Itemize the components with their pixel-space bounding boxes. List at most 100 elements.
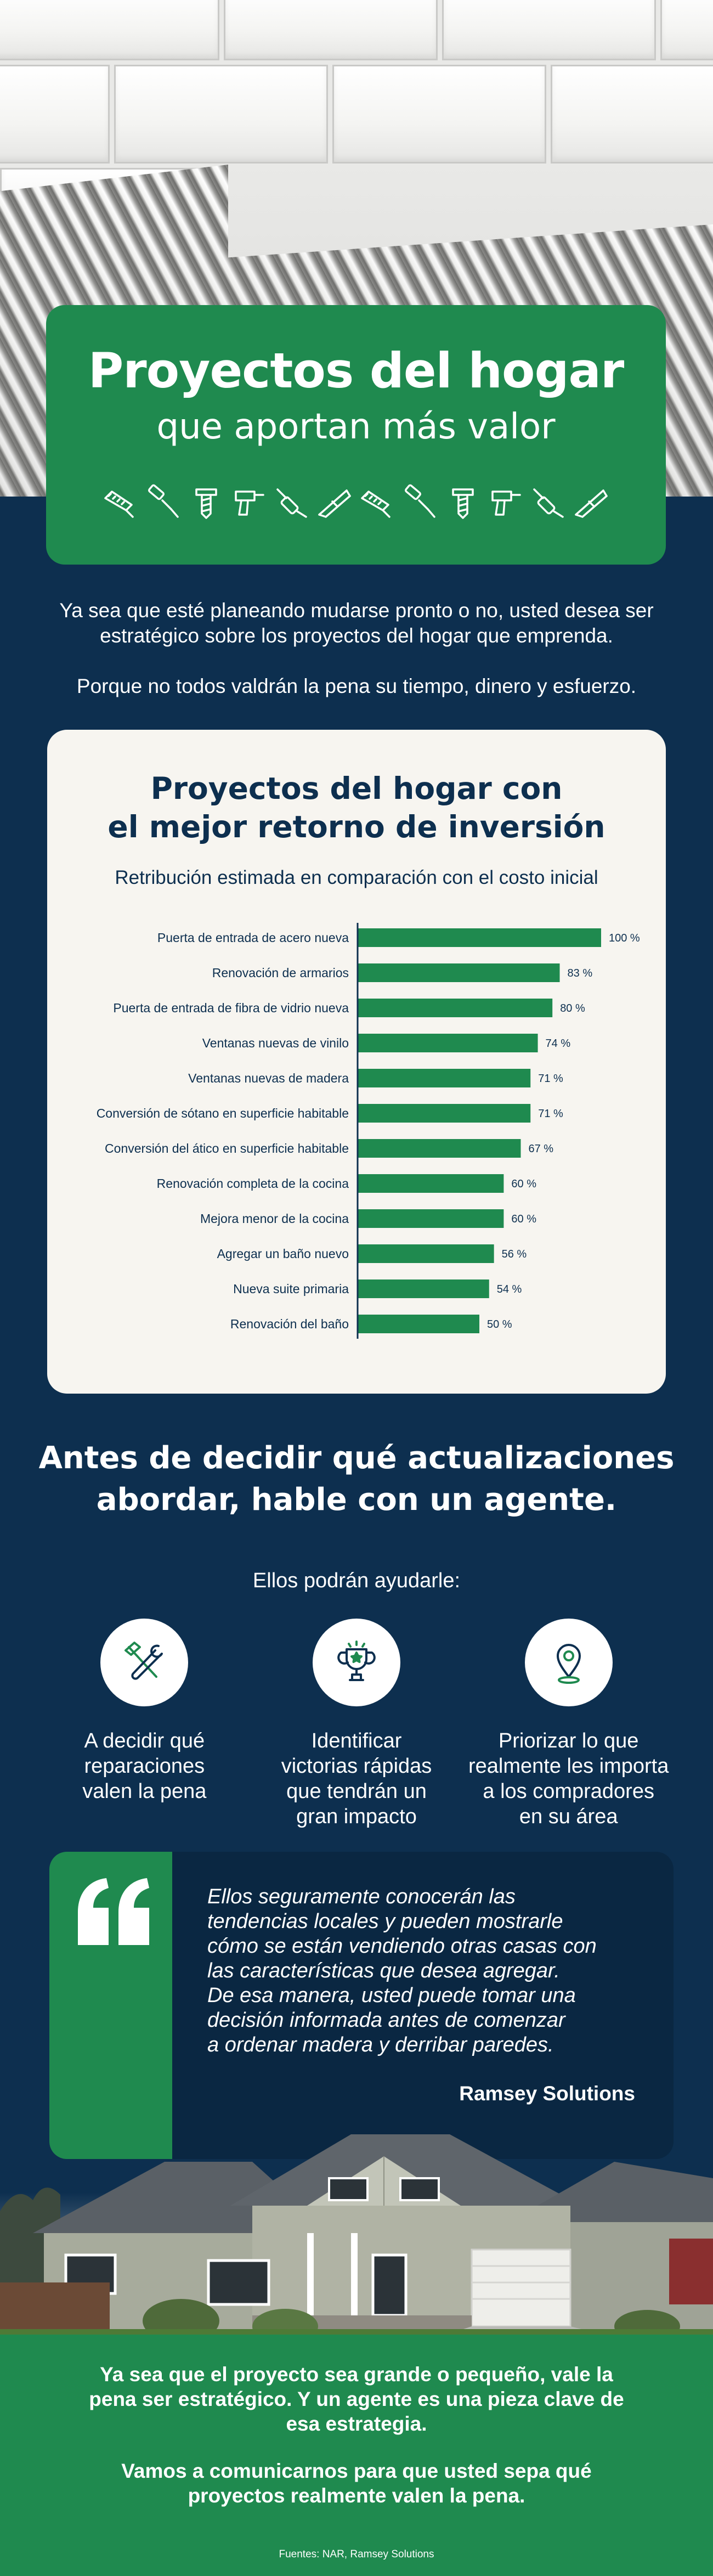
help-label-line: Priorizar lo que: [498, 1729, 639, 1752]
bar: [358, 1174, 504, 1193]
bar: [358, 1315, 479, 1333]
trophy-icon: [337, 1641, 376, 1681]
level-icon: [318, 489, 351, 518]
screw-icon: [452, 488, 474, 519]
chart-subtitle: Retribución estimada en comparación con …: [115, 867, 598, 888]
help-label-line: Identificar: [311, 1729, 402, 1752]
bar: [358, 963, 560, 982]
footer-paragraph: Ya sea que el proyecto sea grande o pequ…: [89, 2363, 624, 2435]
category-label: Nueva suite primaria: [233, 1282, 349, 1296]
value-label: 71 %: [538, 1073, 563, 1085]
bar: [358, 1069, 531, 1087]
help-label-line: gran impacto: [296, 1805, 417, 1828]
value-label: 80 %: [560, 1002, 585, 1014]
help-icon-circle: [313, 1619, 400, 1706]
saw-icon: [361, 491, 391, 518]
location-pin-icon: [556, 1644, 581, 1684]
agent-heading: Antes de decidir qué actualizaciones abo…: [22, 1438, 691, 1521]
help-item: Identificar victorias rápidas que tendrá…: [251, 1619, 463, 1829]
help-label-line: que tendrán un: [286, 1780, 427, 1803]
bar: [358, 928, 601, 947]
bar: [358, 1139, 521, 1158]
page-subtitle: que aportan más valor: [156, 407, 556, 447]
chart-title-line: el mejor retorno de inversión: [107, 809, 606, 844]
title-card: Proyectos del hogar que aportan más valo…: [46, 305, 666, 565]
help-label-line: reparaciones: [84, 1755, 205, 1778]
intro-text: Ya sea que esté planeando mudarse pronto…: [33, 598, 680, 699]
category-label: Agregar un baño nuevo: [217, 1247, 349, 1261]
help-label-line: en su área: [519, 1805, 618, 1828]
screw-icon: [195, 488, 217, 519]
bar: [358, 1034, 538, 1052]
agent-help-list: A decidir qué reparaciones valen la pena…: [38, 1619, 675, 1829]
bar: [358, 1244, 494, 1263]
page-title: Proyectos del hogar: [88, 342, 624, 399]
paint-roller-icon: [405, 484, 435, 518]
agent-heading-line: Antes de decidir qué actualizaciones: [38, 1440, 675, 1476]
intro-paragraph: Porque no todos valdrán la pena su tiemp…: [76, 675, 637, 697]
quote-line: decisión informada antes de comenzar: [207, 2009, 565, 2032]
drill-icon: [235, 491, 264, 516]
quote-line: cómo se están vendiendo otras casas con: [207, 1935, 597, 1958]
value-label: 60 %: [511, 1178, 536, 1190]
quote-line: las características que desea agregar.: [207, 1959, 560, 1982]
screwdriver-icon: [533, 488, 564, 518]
bar: [358, 1279, 489, 1298]
chart-title-line: Proyectos del hogar con: [150, 771, 563, 806]
value-label: 100 %: [609, 932, 640, 944]
category-label: Ventanas nuevas de madera: [188, 1071, 349, 1085]
category-label: Puerta de entrada de acero nueva: [157, 931, 349, 945]
category-label: Conversión de sótano en superficie habit…: [97, 1106, 349, 1120]
quote-line: tendencias locales y pueden mostrarle: [207, 1910, 563, 1933]
tool-icons-row: [101, 481, 611, 525]
help-label-line: A decidir qué: [84, 1729, 205, 1752]
sources-note: Fuentes: NAR, Ramsey Solutions: [279, 2549, 434, 2560]
quote-mark-icon: [78, 1878, 149, 1945]
help-item: Priorizar lo que realmente les importa a…: [462, 1619, 675, 1829]
value-label: 56 %: [502, 1248, 527, 1260]
quote-line: Ellos seguramente conocerán las: [207, 1885, 516, 1908]
hammer-wrench-icon: [125, 1642, 163, 1680]
value-label: 74 %: [546, 1038, 571, 1050]
bar: [358, 1209, 504, 1228]
saw-icon: [104, 491, 134, 518]
house-photo: [0, 2096, 713, 2337]
help-label-line: victorias rápidas: [281, 1755, 432, 1778]
value-label: 71 %: [538, 1108, 563, 1120]
help-icon-circle: [524, 1619, 613, 1706]
roi-chart-card: Proyectos del hogar con el mejor retorno…: [47, 730, 666, 1394]
drill-icon: [491, 491, 521, 516]
bar: [358, 1104, 531, 1123]
paint-roller-icon: [148, 484, 179, 518]
help-item: A decidir qué reparaciones valen la pena: [38, 1619, 251, 1829]
category-label: Renovación del baño: [230, 1317, 349, 1331]
quote-line: a ordenar madera y derribar paredes.: [207, 2033, 554, 2056]
category-label: Puerta de entrada de fibra de vidrio nue…: [113, 1001, 349, 1015]
value-label: 50 %: [487, 1318, 512, 1331]
footer: Ya sea que el proyecto sea grande o pequ…: [0, 2335, 713, 2576]
help-label-line: valen la pena: [82, 1780, 207, 1803]
chart-title: Proyectos del hogar con el mejor retorno…: [47, 769, 666, 846]
help-label-line: a los compradores: [483, 1780, 654, 1803]
value-label: 60 %: [511, 1213, 536, 1225]
category-label: Conversión del ático en superficie habit…: [105, 1141, 349, 1155]
intro-paragraph: Ya sea que esté planeando mudarse pronto…: [59, 599, 654, 647]
category-label: Mejora menor de la cocina: [200, 1211, 349, 1226]
value-label: 83 %: [568, 967, 593, 979]
helps-lead: Ellos podrán ayudarle:: [252, 1569, 461, 1592]
category-label: Renovación de armarios: [212, 966, 349, 980]
level-icon: [575, 489, 608, 518]
quote-text: Ellos seguramente conocerán las tendenci…: [207, 1885, 646, 2058]
help-icon-circle: [100, 1619, 189, 1706]
value-label: 54 %: [497, 1283, 522, 1295]
category-label: Renovación completa de la cocina: [157, 1176, 349, 1191]
value-label: 67 %: [528, 1143, 553, 1155]
screwdriver-icon: [276, 488, 307, 518]
quote-line: De esa manera, usted puede tomar una: [207, 1984, 576, 2007]
footer-paragraph: Vamos a comunicarnos para que usted sepa…: [121, 2460, 592, 2507]
category-label: Ventanas nuevas de vinilo: [202, 1036, 349, 1050]
agent-heading-line: abordar, hable con un agente.: [96, 1482, 617, 1518]
bar: [358, 999, 553, 1017]
roi-bar-chart: Puerta de entrada de acero nueva 100 % Ren…: [97, 923, 640, 1339]
help-label-line: realmente les importa: [468, 1755, 669, 1778]
